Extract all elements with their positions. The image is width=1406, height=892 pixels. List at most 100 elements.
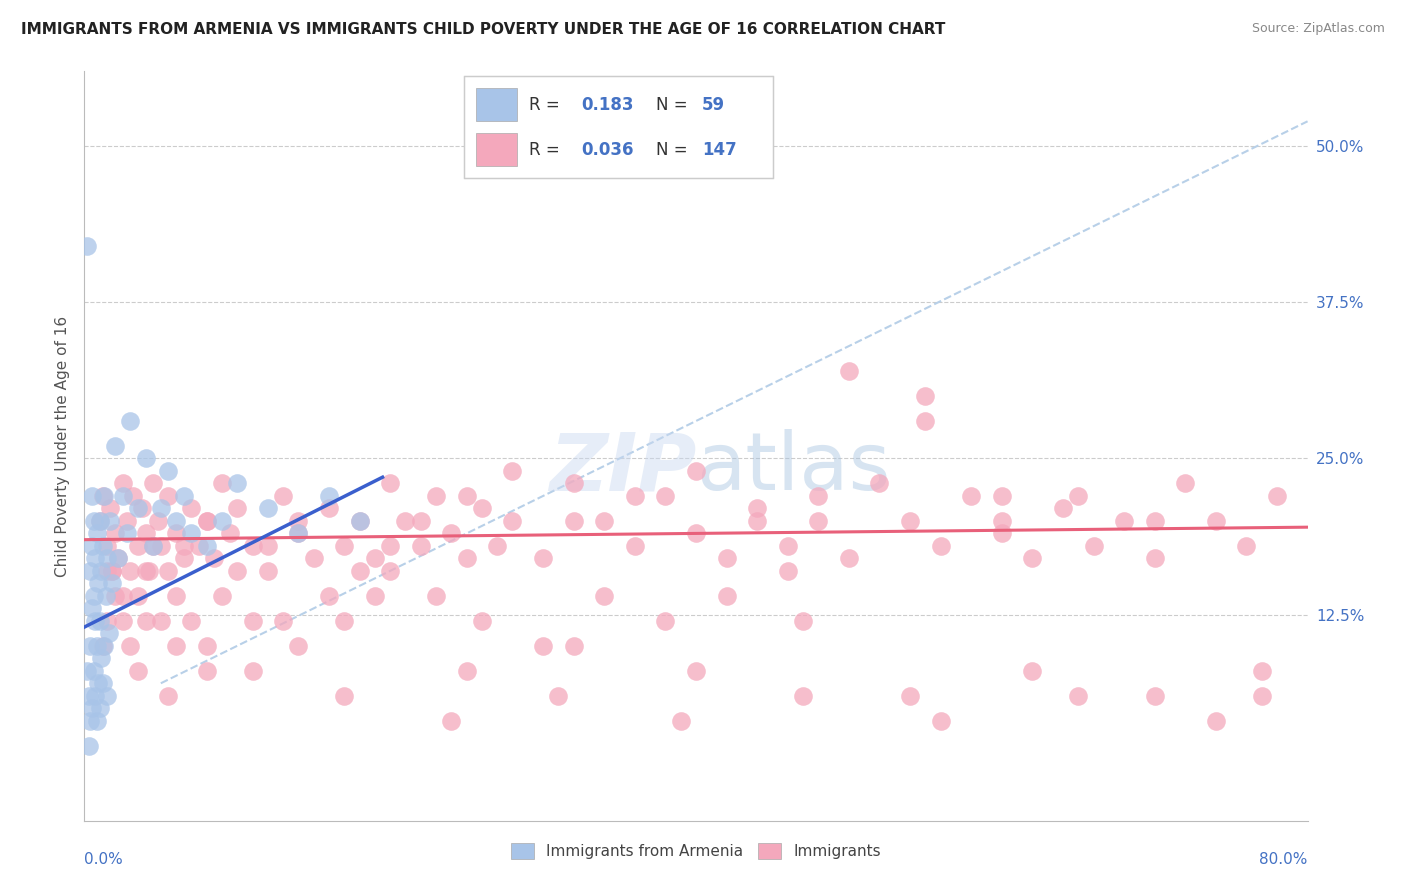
Point (195, 539, 218, 553)
Point (654, 489, 676, 503)
Text: 80.0%: 80.0% (1260, 852, 1308, 867)
Point (107, 551, 129, 566)
Point (89, 514, 111, 528)
Point (333, 689, 356, 703)
Point (271, 614, 294, 628)
Point (84, 551, 107, 566)
Point (142, 476, 165, 491)
Point (104, 589, 127, 603)
Point (502, 514, 524, 528)
Point (90, 564, 112, 578)
Point (79, 714, 101, 728)
Point (96, 564, 118, 578)
Point (84, 614, 107, 628)
Point (91, 539, 114, 553)
Point (531, 639, 554, 653)
Point (98, 514, 121, 528)
Point (93, 489, 115, 503)
Point (456, 664, 478, 678)
Point (80, 601, 103, 615)
Point (1205, 514, 1227, 528)
Point (257, 564, 280, 578)
Point (318, 589, 340, 603)
Point (624, 539, 647, 553)
Point (89, 614, 111, 628)
Point (142, 539, 165, 553)
Point (1236, 539, 1258, 553)
Point (173, 539, 195, 553)
Point (914, 414, 936, 428)
FancyBboxPatch shape (477, 88, 516, 121)
Point (135, 526, 157, 541)
Point (195, 514, 218, 528)
Point (318, 501, 340, 516)
Point (747, 501, 769, 516)
Point (120, 414, 142, 428)
Point (157, 689, 180, 703)
Point (86, 526, 108, 541)
FancyBboxPatch shape (477, 133, 516, 166)
Point (807, 514, 830, 528)
Point (165, 639, 187, 653)
Point (79, 639, 101, 653)
Point (257, 501, 280, 516)
Point (138, 564, 160, 578)
Point (80, 539, 103, 553)
Point (77, 739, 100, 753)
Point (111, 614, 134, 628)
Point (131, 501, 153, 516)
Point (149, 501, 172, 516)
Point (127, 589, 149, 603)
Point (409, 539, 432, 553)
Point (77, 689, 100, 703)
Point (898, 514, 921, 528)
Point (122, 489, 145, 503)
Point (127, 501, 149, 516)
Point (96, 689, 118, 703)
Point (180, 614, 202, 628)
Point (257, 539, 280, 553)
Point (87, 676, 110, 690)
Point (98, 501, 121, 516)
Point (157, 489, 180, 503)
Point (80, 489, 103, 503)
Point (242, 664, 264, 678)
Text: atlas: atlas (696, 429, 890, 508)
Point (929, 714, 952, 728)
Point (180, 526, 202, 541)
Point (91, 489, 114, 503)
Point (654, 614, 676, 628)
Point (226, 564, 249, 578)
Point (716, 589, 738, 603)
Point (1265, 489, 1288, 503)
Point (486, 539, 509, 553)
Point (115, 526, 138, 541)
Point (173, 489, 195, 503)
Point (173, 551, 195, 566)
Point (456, 551, 478, 566)
Point (562, 639, 585, 653)
Point (211, 514, 233, 528)
Point (593, 589, 616, 603)
Point (991, 514, 1014, 528)
Point (111, 589, 134, 603)
Legend: Immigrants from Armenia, Immigrants: Immigrants from Armenia, Immigrants (505, 838, 887, 865)
Point (157, 564, 180, 578)
Point (747, 514, 769, 528)
Point (914, 389, 936, 403)
Point (86, 714, 108, 728)
Point (135, 564, 157, 578)
Point (83, 514, 105, 528)
Point (127, 539, 149, 553)
Point (1021, 664, 1043, 678)
Point (425, 489, 447, 503)
Point (96, 614, 118, 628)
Point (226, 501, 249, 516)
Point (107, 551, 129, 566)
Text: 0.036: 0.036 (582, 141, 634, 159)
Point (91, 639, 114, 653)
Point (991, 489, 1014, 503)
Point (776, 539, 799, 553)
Point (135, 451, 157, 466)
Point (838, 551, 860, 566)
